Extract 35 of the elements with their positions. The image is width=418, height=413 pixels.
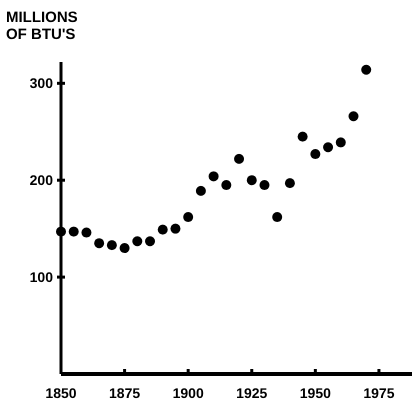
point [284,178,295,188]
point [336,137,346,148]
point [68,226,79,237]
point [259,180,270,190]
point [132,236,142,246]
point [170,224,180,234]
point [94,238,104,248]
point [120,243,130,254]
y-tick-label: 200 [30,172,54,188]
x-tick-label: 1850 [45,385,77,401]
x-tick-label: 1950 [300,385,332,401]
point [323,142,334,152]
point [272,212,282,222]
point [208,171,219,182]
point [158,224,168,235]
point [145,236,156,246]
point [234,154,244,164]
point [348,111,358,122]
x-tick-label: 1975 [363,385,395,401]
point [56,226,66,237]
point [196,186,206,196]
point [81,228,92,238]
point [361,64,372,75]
point [298,132,308,142]
point [183,212,194,222]
point [310,149,320,160]
y-tick-label: 100 [30,269,54,286]
y-tick-label: 300 [30,75,54,92]
point [221,180,232,190]
x-tick-label: 1900 [172,385,204,401]
point [246,175,257,186]
y-axis-title: MILLIONS OF BTU'S [6,9,78,43]
x-tick-label: 1925 [236,385,268,401]
point [106,240,117,250]
x-tick-label: 1875 [109,385,140,401]
